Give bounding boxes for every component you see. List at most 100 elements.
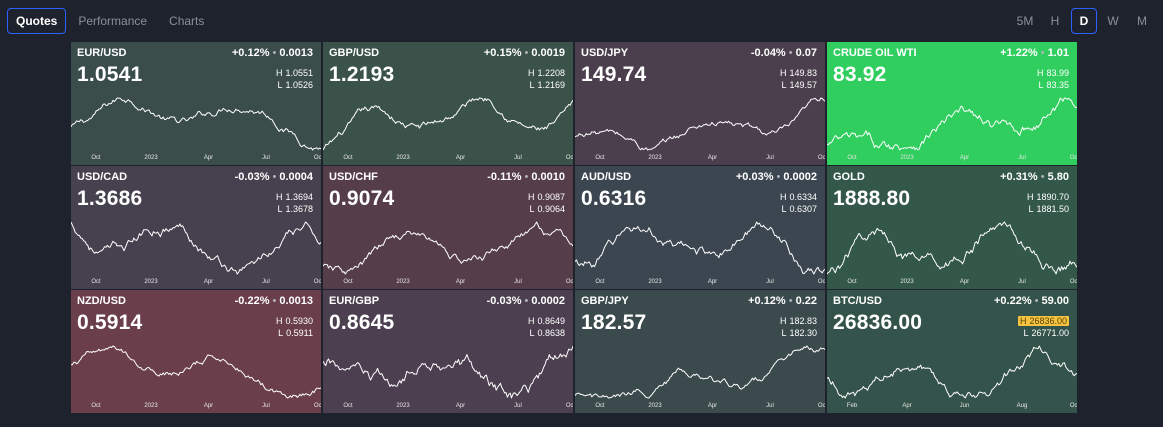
time-axis: Oct 2023 Apr Jul Oct [827,155,1077,164]
time-axis: Oct 2023 Apr Jul Oct [323,403,573,412]
high-low: H 0.9087 L 0.9064 [528,191,565,215]
high-label: H [275,68,283,78]
change-info: -0.22% • 0.0013 [235,295,313,307]
high-label: H [275,316,283,326]
change-absolute: 0.07 [795,47,817,59]
last-price: 26836.00 [833,311,923,334]
low-row: L 1.3678 [276,203,313,215]
time-axis-tick: 2023 [144,155,158,161]
high-low: H 149.83 L 149.57 [780,67,817,91]
time-axis-tick: Apr [902,403,912,409]
symbol-name: USD/CAD [77,171,128,183]
quote-card[interactable]: EUR/USD +0.12% • 0.0013 1.0541 H 1.0551 L 1.… [71,42,321,165]
change-absolute: 0.0010 [531,171,565,183]
quote-card[interactable]: NZD/USD -0.22% • 0.0013 0.5914 H 0.5930 L 0.… [71,290,321,413]
period-5m-button[interactable]: 5M [1016,14,1034,28]
quote-card[interactable]: GBP/JPY +0.12% • 0.22 182.57 H 182.83 L 182.… [575,290,825,413]
time-axis-tick: Oct [313,155,321,161]
high-label: H [527,316,535,326]
high-label: H [527,68,535,78]
low-value: 1881.50 [1036,204,1069,214]
quote-card[interactable]: AUD/USD +0.03% • 0.0002 0.6316 H 0.6334 L 0.… [575,166,825,289]
high-low: H 1.0551 L 1.0526 [276,67,313,91]
time-axis-tick: Apr [455,403,466,409]
high-value-wrap: H 0.8649 [528,316,565,326]
tab-quotes[interactable]: Quotes [7,8,67,34]
sparkline-chart [575,221,825,275]
time-axis-tick: Oct [313,403,321,409]
change-percent: +0.03% [735,171,774,183]
tab-performance[interactable]: Performance [78,14,148,28]
time-axis-tick: Apr [707,279,718,285]
low-value: 1.2169 [537,80,565,90]
sparkline-chart [575,345,825,399]
symbol-name: NZD/USD [77,295,126,307]
change-info: +0.12% • 0.22 [748,295,817,307]
high-value-wrap: H 149.83 [780,68,817,78]
period-d-button[interactable]: D [1071,8,1097,34]
period-w-button[interactable]: W [1107,14,1119,28]
quote-card[interactable]: GOLD +0.31% • 5.80 1888.80 H 1890.70 L 1881.… [827,166,1077,289]
last-price: 0.9074 [329,187,395,210]
quote-card[interactable]: USD/CAD -0.03% • 0.0004 1.3686 H 1.3694 L 1.… [71,166,321,289]
quote-card[interactable]: BTC/USD +0.22% • 59.00 26836.00 H 26836.00 … [827,290,1077,413]
symbol-name: GBP/JPY [581,295,629,307]
period-h-button[interactable]: H [1050,14,1060,28]
separator-dot: • [272,295,277,307]
high-value: 83.99 [1046,68,1069,78]
low-row: L 0.9064 [528,203,565,215]
low-value: 1.3678 [285,204,313,214]
low-label: L [529,328,535,338]
low-value: 83.35 [1046,80,1069,90]
high-value-wrap: H 83.99 [1037,68,1069,78]
period-m-button[interactable]: M [1137,14,1147,28]
change-info: +0.12% • 0.0013 [232,47,313,59]
time-axis-tick: Oct [847,279,857,285]
time-axis-tick: Apr [203,279,214,285]
time-axis-tick: Oct [565,403,573,409]
high-low: H 0.5930 L 0.5911 [276,315,313,339]
last-price: 1.3686 [77,187,143,210]
change-absolute: 1.01 [1047,47,1069,59]
symbol-name: GBP/USD [329,47,380,59]
symbol-name: EUR/USD [77,47,127,59]
high-value-wrap: H 1.0551 [276,68,313,78]
low-row: L 1.0526 [276,79,313,91]
sparkline-path [575,97,825,151]
time-axis-tick: Jul [514,155,522,161]
quotes-grid: EUR/USD +0.12% • 0.0013 1.0541 H 1.0551 L 1.… [71,42,1079,414]
quote-card[interactable]: EUR/GBP -0.03% • 0.0002 0.8645 H 0.8649 L 0.… [323,290,573,413]
high-value-wrap: H 0.6334 [780,192,817,202]
sparkline-path [71,97,321,151]
high-row: H 0.6334 [780,191,817,203]
quote-card[interactable]: USD/CHF -0.11% • 0.0010 0.9074 H 0.9087 L 0.… [323,166,573,289]
quote-card[interactable]: GBP/USD +0.15% • 0.0019 1.2193 H 1.2208 L 1.… [323,42,573,165]
high-label: H [779,316,787,326]
sparkline-path [323,221,573,275]
tab-charts[interactable]: Charts [169,14,205,28]
quote-card[interactable]: USD/JPY -0.04% • 0.07 149.74 H 149.83 L 149.… [575,42,825,165]
time-axis-tick: Jul [766,279,774,285]
high-row: H 182.83 [780,315,817,327]
quote-card[interactable]: CRUDE OIL WTI +1.22% • 1.01 83.92 H 83.99 L… [827,42,1077,165]
sparkline-chart [323,345,573,399]
change-absolute: 0.0002 [783,171,817,183]
separator-dot: • [1040,47,1045,59]
time-axis: Oct 2023 Apr Jul Oct [827,279,1077,288]
sparkline-path [827,345,1077,399]
time-axis-tick: 2023 [900,155,914,161]
low-value: 182.30 [789,328,817,338]
low-row: L 182.30 [780,327,817,339]
high-value: 0.8649 [537,316,565,326]
time-axis-tick: Jul [766,403,774,409]
time-axis-tick: Oct [1069,279,1077,285]
low-label: L [278,328,284,338]
symbol-name: USD/JPY [581,47,629,59]
change-percent: +0.12% [748,295,786,307]
time-axis-tick: Jul [1018,155,1026,161]
low-label: L [1023,328,1029,338]
sparkline-path [71,221,321,275]
high-label: H [1019,316,1027,326]
change-info: +1.22% • 1.01 [1000,47,1069,59]
change-absolute: 0.0019 [531,47,565,59]
